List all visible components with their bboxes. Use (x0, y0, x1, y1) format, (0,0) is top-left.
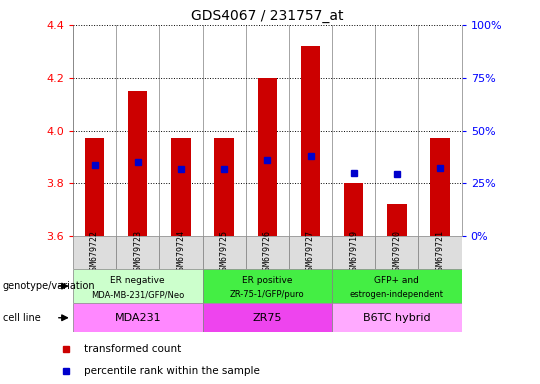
Bar (73, 236, 116, 269)
Bar (116, 236, 159, 269)
Text: estrogen-independent: estrogen-independent (350, 290, 444, 299)
Text: transformed count: transformed count (84, 344, 181, 354)
Text: ER negative: ER negative (110, 276, 165, 285)
Bar (301, 46, 320, 236)
Text: ZR75: ZR75 (253, 313, 282, 323)
Text: GSM679721: GSM679721 (436, 230, 444, 275)
Text: GSM679720: GSM679720 (393, 230, 401, 275)
Bar (246, 236, 289, 269)
Text: GSM679722: GSM679722 (90, 230, 99, 275)
Text: B6TC hybrid: B6TC hybrid (363, 313, 431, 323)
Text: GSM679725: GSM679725 (220, 230, 228, 275)
Bar (387, 204, 407, 236)
Text: genotype/variation: genotype/variation (3, 281, 96, 291)
Bar (73, 269, 202, 303)
Text: MDA231: MDA231 (114, 313, 161, 323)
Text: GSM679719: GSM679719 (349, 230, 358, 275)
Text: GSM679723: GSM679723 (133, 230, 142, 275)
Bar (332, 303, 462, 332)
Bar (159, 236, 202, 269)
Text: GSM679726: GSM679726 (263, 230, 272, 275)
Bar (258, 78, 277, 236)
Text: percentile rank within the sample: percentile rank within the sample (84, 366, 260, 376)
Bar (202, 236, 246, 269)
Bar (128, 91, 147, 236)
Text: GSM679724: GSM679724 (177, 230, 185, 275)
Text: ER positive: ER positive (242, 276, 293, 285)
Bar (344, 183, 363, 236)
Bar (332, 269, 462, 303)
Bar (202, 303, 332, 332)
Text: MDA-MB-231/GFP/Neo: MDA-MB-231/GFP/Neo (91, 290, 184, 299)
Bar (430, 139, 450, 236)
Text: ZR-75-1/GFP/puro: ZR-75-1/GFP/puro (230, 290, 305, 299)
Text: GFP+ and: GFP+ and (374, 276, 420, 285)
Bar (73, 303, 202, 332)
Text: GSM679727: GSM679727 (306, 230, 315, 275)
Title: GDS4067 / 231757_at: GDS4067 / 231757_at (191, 8, 343, 23)
Bar (214, 139, 234, 236)
Bar (332, 236, 375, 269)
Bar (202, 269, 332, 303)
Bar (85, 139, 104, 236)
Bar (375, 236, 418, 269)
Text: cell line: cell line (3, 313, 40, 323)
Bar (418, 236, 462, 269)
Bar (289, 236, 332, 269)
Bar (171, 139, 191, 236)
